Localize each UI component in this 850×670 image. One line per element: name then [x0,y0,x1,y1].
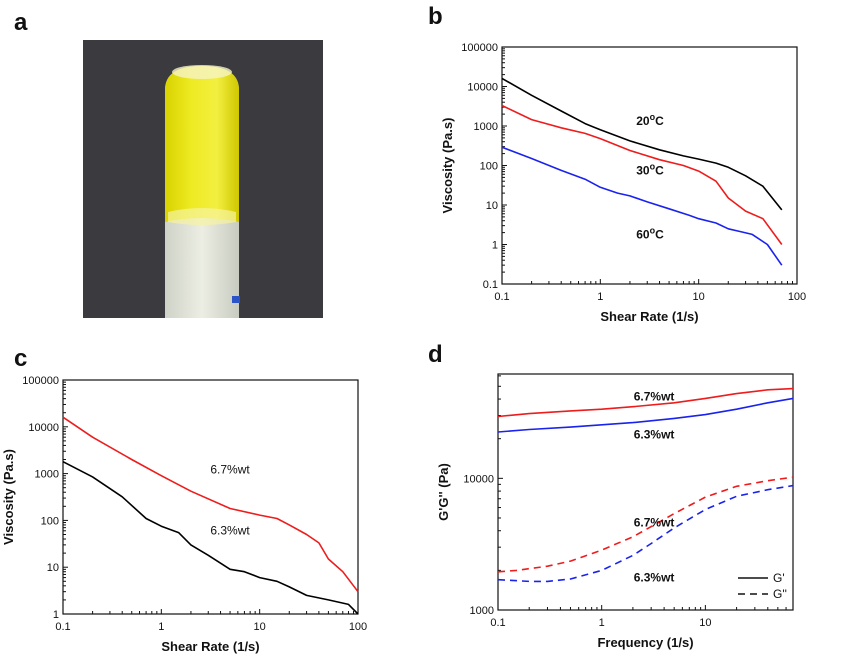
annotation-suffix: C [655,163,664,177]
y-tick-label: 100000 [461,42,498,54]
plot-frame [62,379,359,615]
annotation-sup: o [650,112,656,122]
vial-label-mark [232,296,240,303]
series-line-1 [497,397,794,433]
y-tick-label: 100000 [22,375,59,387]
series-line-2 [501,146,783,266]
y-axis-title: Viscosity (Pa.s) [440,118,455,214]
y-tick-label: 1000 [474,121,498,133]
annotation-label: 6.7%wt [634,390,675,404]
x-tick-label: 10 [254,621,266,633]
y-tick-label: 0.1 [483,279,498,291]
series-line-1 [501,104,783,245]
x-axis-title: Shear Rate (1/s) [161,639,259,654]
annotation-text: 6.7%wt [634,516,675,530]
annotation-text: 6.3%wt [634,428,675,442]
x-tick-label: 1 [158,621,164,633]
legend-label: G'' [773,587,787,601]
y-tick-label: 1000 [35,469,59,481]
annotation-label: 6.3%wt [634,428,675,442]
annotation-suffix: C [655,228,664,242]
chart-d: 0.1 1 10 1000 10000 Frequency (1/s) G'G'' (Pa)… [436,373,794,650]
annotation-text: 6.3%wt [210,523,250,537]
y-tick-label: 10 [486,200,498,212]
annotation-label: 6.7%wt [210,463,250,477]
x-axis-title: Frequency (1/s) [597,635,693,650]
x-tick-label: 10 [693,291,705,303]
x-tick-label: 100 [788,291,806,303]
annotation-label: 30oC [636,161,664,177]
annotation-text: 60 [636,228,650,242]
y-tick-label: 10000 [463,473,494,485]
annotation-sup: o [650,161,656,171]
x-tick-label: 1 [599,617,605,629]
x-tick-label: 10 [699,617,711,629]
vial-interface [168,208,236,225]
y-tick-label: 10000 [467,82,498,94]
sample-vial-photo [83,40,323,318]
annotation-text: 6.7%wt [634,390,675,404]
annotation-label: 6.3%wt [634,570,675,584]
y-tick-label: 10 [47,562,59,574]
series-line-0 [497,387,794,418]
series-line-1 [62,460,359,615]
x-tick-label: 1 [597,291,603,303]
series-line-0 [501,77,783,211]
x-tick-label: 0.1 [55,621,70,633]
y-axis-title: G'G'' (Pa) [436,463,451,521]
annotation-label: 6.3%wt [210,523,250,537]
annotation-text: 20 [636,114,650,128]
panel-letter-c: c [14,345,27,372]
x-axis-title: Shear Rate (1/s) [600,309,698,324]
y-tick-label: 1000 [470,605,494,617]
panel-letter-d: d [428,341,443,368]
y-tick-label: 10000 [28,422,59,434]
vial-yellow-content [165,66,239,222]
series-line-2 [497,476,794,573]
series-line-3 [497,484,794,583]
annotation-text: 6.3%wt [634,570,675,584]
chart-b: 0.1 1 10 100 0.1 1 10 100 1000 10000 100000 Shear R… [440,42,806,324]
annotation-text: 6.7%wt [210,463,250,477]
annotation-label: 20oC [636,112,664,128]
series-line-0 [62,416,359,593]
annotation-text: 30 [636,163,650,177]
vial-cap-highlight [172,65,232,79]
y-tick-label: 100 [480,161,498,173]
y-axis-title: Viscosity (Pa.s) [1,449,16,545]
annotation-label: 6.7%wt [634,516,675,530]
x-tick-label: 0.1 [490,617,505,629]
annotation-label: 60oC [636,226,664,242]
panel-letter-a: a [14,9,28,36]
annotation-sup: o [650,226,656,236]
legend-label: G' [773,571,785,585]
plot-frame [497,373,794,611]
y-tick-label: 100 [41,515,59,527]
x-tick-label: 0.1 [494,291,509,303]
panel-letter-b: b [428,3,443,30]
annotation-suffix: C [655,114,664,128]
x-tick-label: 100 [349,621,367,633]
y-tick-label: 1 [53,609,59,621]
y-tick-label: 1 [492,240,498,252]
